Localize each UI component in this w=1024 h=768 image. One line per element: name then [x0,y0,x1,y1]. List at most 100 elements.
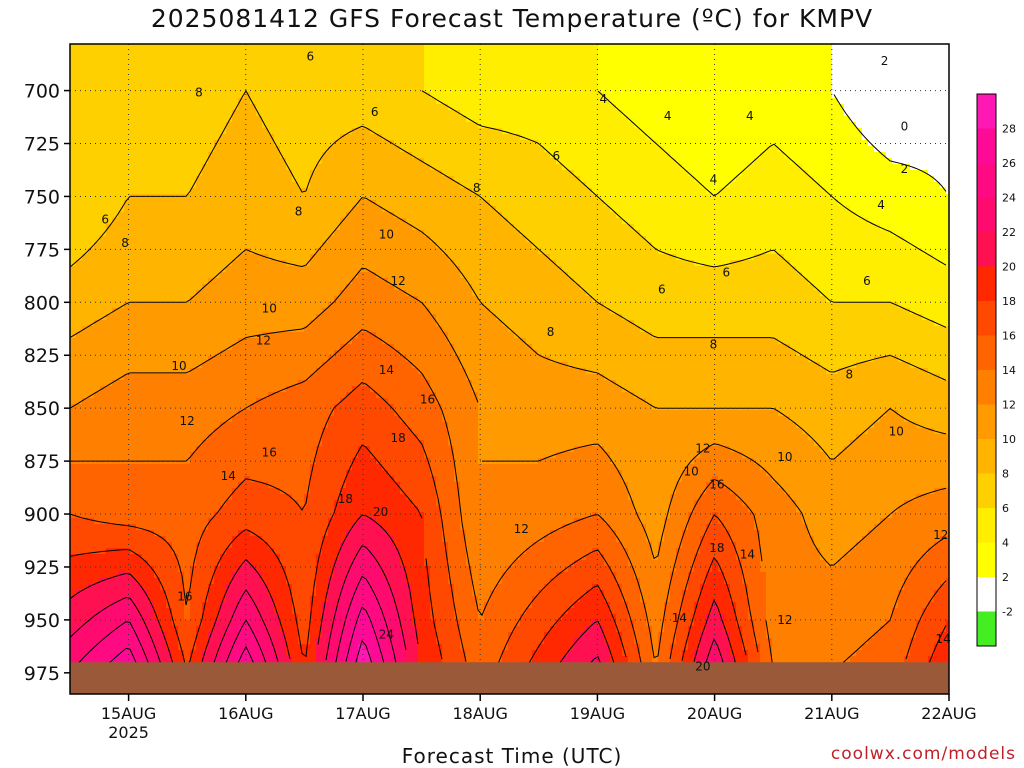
field-cell [202,572,209,579]
field-cell [100,80,107,87]
field-cell [76,434,83,441]
field-cell [268,500,275,507]
field-cell [328,104,335,111]
field-cell [124,50,131,57]
field-cell [154,626,161,633]
field-cell [340,446,347,453]
field-cell [196,386,203,393]
field-cell [256,194,263,201]
field-cell [268,380,275,387]
field-cell [286,434,293,441]
field-cell [310,254,317,261]
field-cell [190,626,197,633]
field-cell [334,410,341,417]
field-cell [94,50,101,57]
field-cell [82,158,89,165]
field-cell [202,368,209,375]
field-cell [148,356,155,363]
field-cell [322,314,329,321]
field-cell [70,176,77,183]
field-cell [160,308,167,315]
field-cell [334,134,341,141]
field-cell [100,536,107,543]
field-cell [76,506,83,513]
field-cell [148,284,155,291]
field-cell [88,506,95,513]
field-cell [106,176,113,183]
field-cell [136,542,143,549]
field-cell [274,314,281,321]
field-cell [340,332,347,339]
field-cell [256,170,263,177]
field-cell [220,410,227,417]
field-cell [136,134,143,141]
field-cell [250,464,257,471]
field-cell [190,170,197,177]
field-cell [268,410,275,417]
field-cell [208,308,215,315]
field-cell [172,116,179,123]
field-cell [322,638,329,645]
field-cell [184,494,191,501]
field-cell [76,188,83,195]
field-cell [166,44,173,51]
field-cell [178,50,185,57]
field-cell [166,404,173,411]
field-cell [244,398,251,405]
field-cell [148,392,155,399]
field-cell [184,440,191,447]
field-cell [130,104,137,111]
field-cell [184,248,191,255]
field-cell [238,260,245,267]
field-cell [88,494,95,501]
field-cell [280,572,287,579]
field-cell [184,398,191,405]
field-cell [106,398,113,405]
field-cell [178,188,185,195]
field-cell [172,464,179,471]
field-cell [100,50,107,57]
field-cell [316,452,323,459]
field-cell [112,302,119,309]
field-cell [322,548,329,555]
field-cell [304,458,311,465]
field-cell [148,332,155,339]
field-cell [160,98,167,105]
field-cell [154,440,161,447]
field-cell [160,320,167,327]
field-cell [286,356,293,363]
field-cell [298,212,305,219]
field-cell [268,650,275,657]
field-cell [328,482,335,489]
field-cell [238,302,245,309]
field-cell [334,260,341,267]
field-cell [94,296,101,303]
field-cell [316,350,323,357]
field-cell [190,572,197,579]
field-cell [334,644,341,651]
field-cell [316,278,323,285]
field-cell [238,350,245,357]
field-cell [316,578,323,585]
field-cell [184,404,191,411]
field-cell [154,134,161,141]
field-cell [172,374,179,381]
field-cell [94,578,101,585]
field-cell [118,506,125,513]
field-cell [280,398,287,405]
field-cell [160,302,167,309]
field-cell [70,560,77,567]
field-cell [286,380,293,387]
field-cell [274,92,281,99]
field-cell [316,614,323,621]
field-cell [106,446,113,453]
field-cell [220,464,227,471]
field-cell [190,602,197,609]
field-cell [106,230,113,237]
field-cell [112,74,119,81]
field-cell [298,236,305,243]
field-cell [286,470,293,477]
field-cell [160,632,167,639]
field-cell [154,194,161,201]
field-cell [226,536,233,543]
